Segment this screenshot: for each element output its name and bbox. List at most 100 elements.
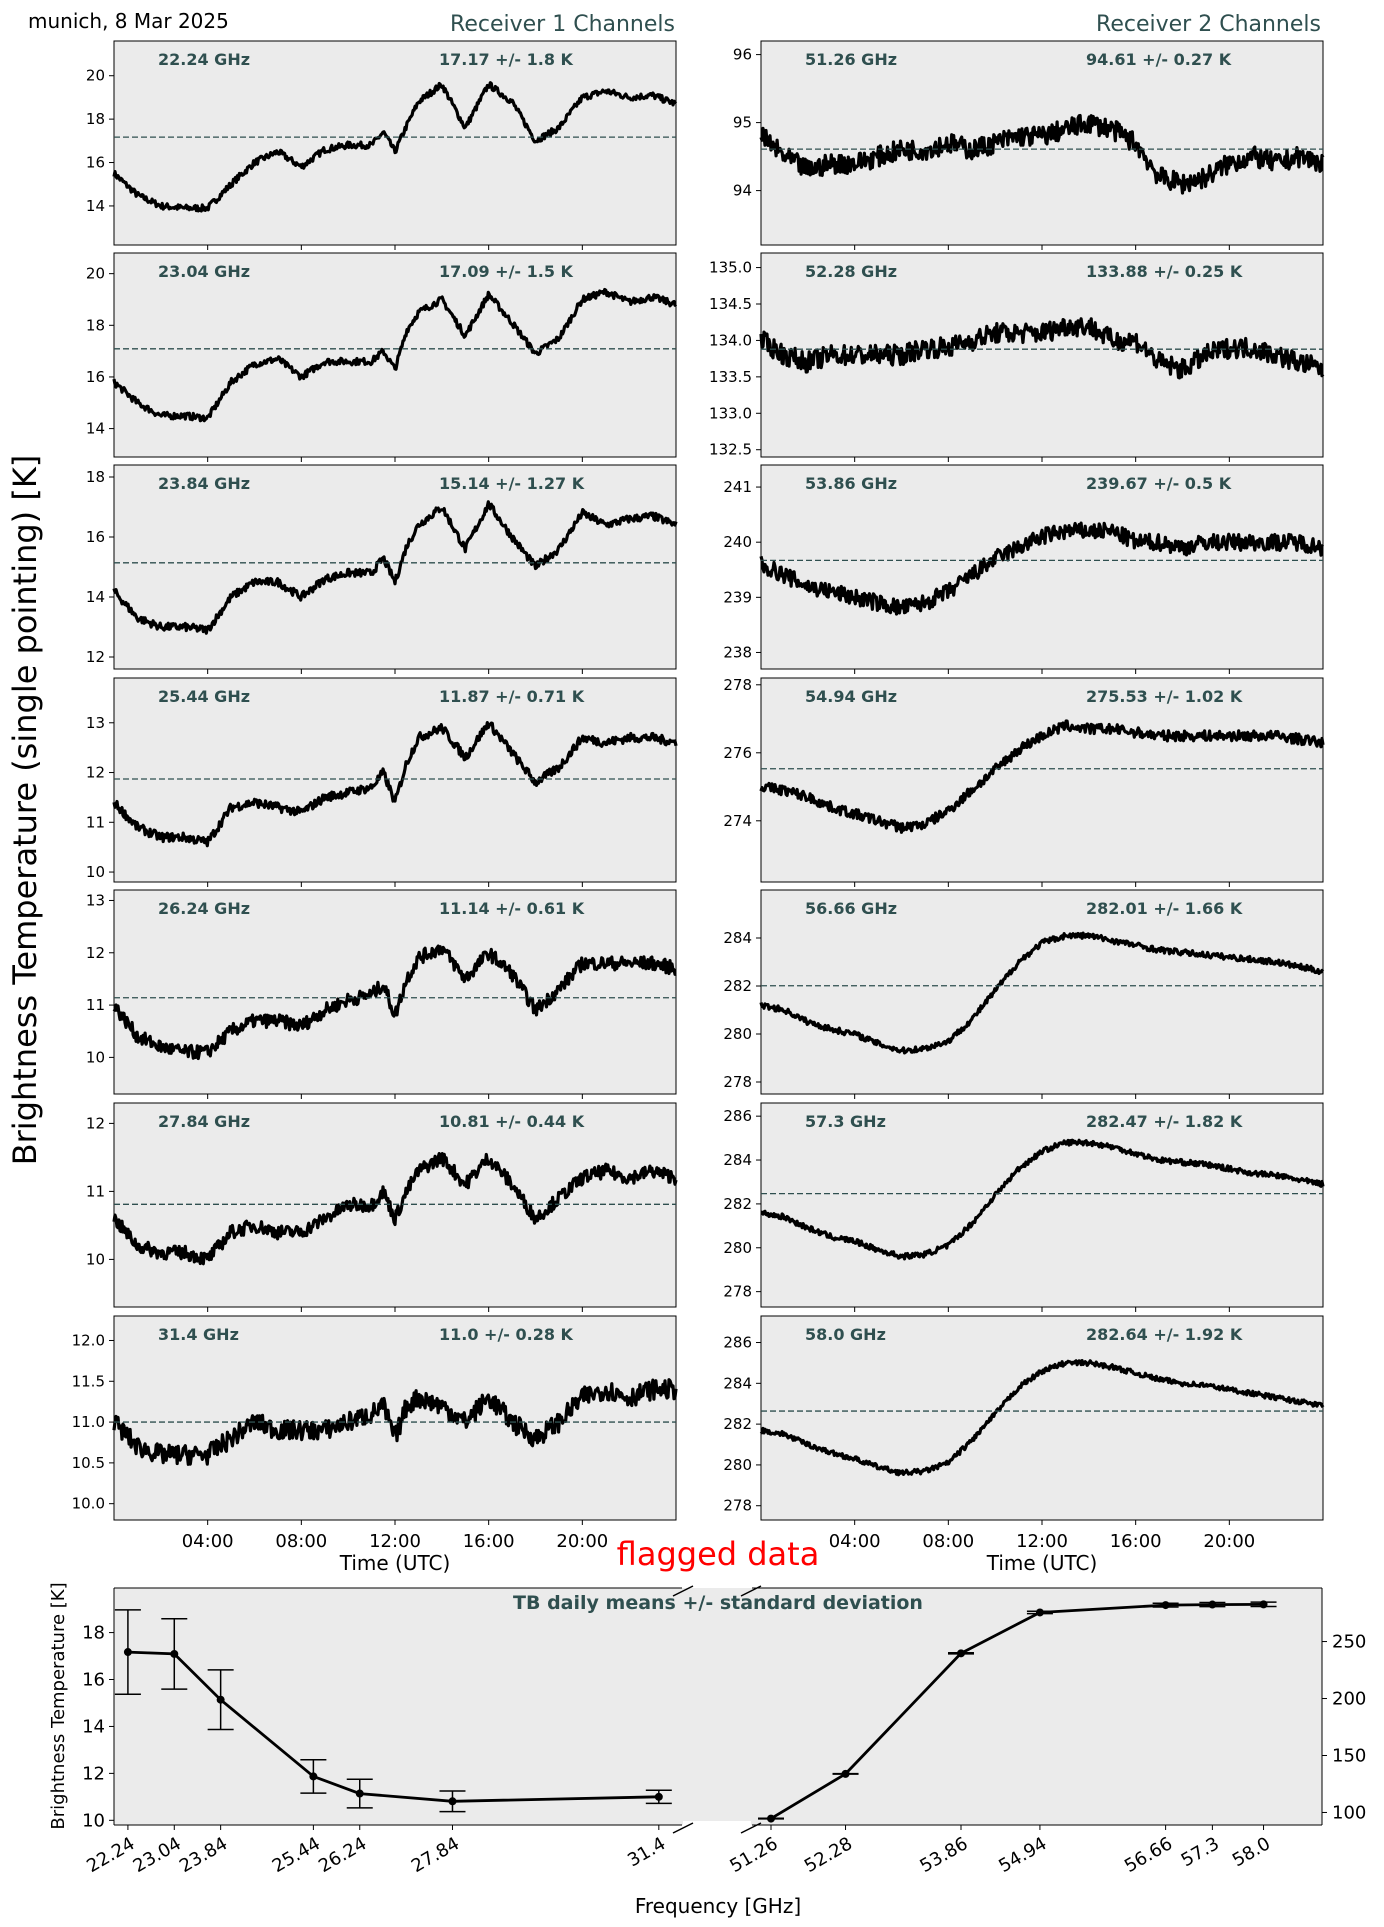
y-tick-label: 16 — [86, 154, 105, 172]
y-tick-label: 286 — [723, 1334, 752, 1352]
brightness-trace — [112, 720, 678, 848]
y-tick-label: 282 — [723, 1195, 752, 1213]
y-tick-label: 133.5 — [709, 368, 752, 386]
stats-label: 282.64 +/- 1.92 K — [1086, 1325, 1243, 1344]
brightness-trace — [112, 287, 678, 423]
frequency-label: 22.24 GHz — [158, 50, 250, 69]
y-tick-label: 10 — [86, 1250, 105, 1268]
y-tick-label: 284 — [723, 1374, 752, 1392]
y-tick-label: 239 — [723, 588, 752, 606]
y-tick-label: 240 — [723, 533, 752, 551]
mean-point — [654, 1792, 663, 1801]
y-tick-label: 11 — [86, 996, 105, 1014]
y-tick-label: 12 — [86, 764, 105, 782]
frequency-label: 54.94 GHz — [805, 687, 897, 706]
brightness-trace — [759, 931, 1325, 1055]
mean-point — [123, 1648, 132, 1657]
stats-label: 133.88 +/- 0.25 K — [1086, 262, 1243, 281]
mean-point — [309, 1772, 318, 1781]
y-tick-label: 10.5 — [72, 1454, 105, 1472]
frequency-tick-label: 26.24 — [315, 1833, 370, 1877]
mean-point — [957, 1649, 965, 1658]
y-tick-label: 278 — [723, 1497, 752, 1515]
summary-y-axis-label: Brightness Temperature [K] — [48, 1582, 69, 1829]
y-tick-label: 274 — [723, 812, 752, 830]
panel-frame — [760, 889, 1324, 1095]
panel-frame — [760, 464, 1324, 670]
panel-frame — [113, 1315, 677, 1521]
y-tick-label: 14 — [86, 420, 105, 438]
stats-label: 94.61 +/- 0.27 K — [1086, 50, 1232, 69]
summary-y2-tick-label: 200 — [1332, 1689, 1366, 1710]
y-tick-label: 14 — [86, 588, 105, 606]
time-axis-label: Time (UTC) — [339, 1551, 451, 1575]
summary-y-tick-label: 14 — [82, 1716, 105, 1737]
brightness-trace — [112, 1378, 678, 1466]
channel-panel: 10 11 12 13 25.44 GHz 11.87 +/- 0.71 K — [86, 677, 678, 887]
stats-label: 282.47 +/- 1.82 K — [1086, 1112, 1243, 1131]
global-y-axis-label: Brightness Temperature (single pointing)… — [6, 455, 44, 1166]
panel-frame — [760, 1315, 1324, 1521]
y-tick-label: 13 — [86, 891, 105, 909]
frequency-tick-label: 23.04 — [130, 1833, 185, 1877]
stats-label: 282.01 +/- 1.66 K — [1086, 899, 1243, 918]
summary-y2-tick-label: 100 — [1332, 1802, 1366, 1823]
summary-y-tick-label: 10 — [82, 1810, 105, 1831]
summary-y-tick-label: 12 — [82, 1763, 105, 1784]
frequency-label: 25.44 GHz — [158, 687, 250, 706]
channel-panel: 14 16 18 20 22.24 GHz 17.17 +/- 1.8 K — [86, 40, 678, 250]
y-tick-label: 10 — [86, 863, 105, 881]
channel-panel: 12 14 16 18 23.84 GHz 15.14 +/- 1.27 K — [86, 464, 678, 674]
frequency-label: 26.24 GHz — [158, 899, 250, 918]
frequency-label: 56.66 GHz — [805, 899, 897, 918]
mean-point — [1259, 1600, 1268, 1609]
y-tick-label: 282 — [723, 1415, 752, 1433]
panel-frame — [113, 677, 677, 883]
time-tick-label: 16:00 — [463, 1531, 515, 1552]
y-tick-label: 12 — [86, 648, 105, 666]
channel-panel: 10 11 12 27.84 GHz 10.81 +/- 0.44 K — [86, 1102, 678, 1312]
y-tick-label: 284 — [723, 929, 752, 947]
y-tick-label: 18 — [86, 316, 105, 334]
y-tick-label: 134.5 — [709, 295, 752, 313]
brightness-trace — [112, 944, 677, 1061]
mean-point — [1208, 1600, 1217, 1609]
summary-y2-tick-label: 150 — [1332, 1745, 1366, 1766]
mean-point — [216, 1695, 225, 1704]
frequency-label: 31.4 GHz — [158, 1325, 239, 1344]
mean-point — [767, 1814, 775, 1823]
y-tick-label: 238 — [723, 643, 752, 661]
channel-panel: 14 16 18 20 23.04 GHz 17.09 +/- 1.5 K — [86, 252, 678, 462]
mean-point — [448, 1797, 457, 1806]
time-tick-label: 04:00 — [829, 1531, 881, 1552]
y-tick-label: 280 — [723, 1025, 752, 1043]
channel-panel: 278 280 282 284 286 57.3 GHz 282.47 +/- 1.82 K — [723, 1102, 1325, 1312]
stats-label: 275.53 +/- 1.02 K — [1086, 687, 1243, 706]
frequency-tick-label: 23.84 — [176, 1833, 231, 1877]
time-tick-label: 08:00 — [922, 1531, 974, 1552]
y-tick-label: 12 — [86, 1114, 105, 1132]
frequency-label: 57.3 GHz — [805, 1112, 886, 1131]
channel-panel: 10 11 12 13 26.24 GHz 11.14 +/- 0.61 K — [86, 889, 677, 1099]
frequency-tick-label: 54.94 — [995, 1833, 1050, 1877]
channel-panel: 278 280 282 284 56.66 GHz 282.01 +/- 1.66 K — [723, 889, 1325, 1099]
daily-means-panel: TB daily means +/- standard deviation 10 1… — [48, 1582, 1366, 1918]
mean-point — [841, 1769, 850, 1778]
stats-label: 11.14 +/- 0.61 K — [439, 899, 585, 918]
panel-frame — [760, 40, 1324, 246]
y-tick-label: 20 — [86, 67, 105, 85]
summary-y2-tick-label: 250 — [1332, 1632, 1366, 1653]
panel-frame — [113, 464, 677, 670]
brightness-trace — [759, 317, 1325, 380]
summary-y-tick-label: 16 — [82, 1670, 105, 1691]
time-tick-label: 20:00 — [556, 1531, 608, 1552]
summary-title: TB daily means +/- standard deviation — [513, 1592, 923, 1614]
brightness-trace — [112, 1151, 678, 1266]
frequency-tick-label: 52.28 — [801, 1833, 856, 1877]
y-tick-label: 96 — [733, 46, 752, 64]
frequency-tick-label: 25.44 — [269, 1833, 324, 1877]
channel-panel: 238 239 240 241 53.86 GHz 239.67 +/- 0.5 K — [723, 464, 1324, 674]
frequency-tick-label: 56.66 — [1121, 1833, 1176, 1877]
stats-label: 17.09 +/- 1.5 K — [439, 262, 574, 281]
stats-label: 10.81 +/- 0.44 K — [439, 1112, 585, 1131]
